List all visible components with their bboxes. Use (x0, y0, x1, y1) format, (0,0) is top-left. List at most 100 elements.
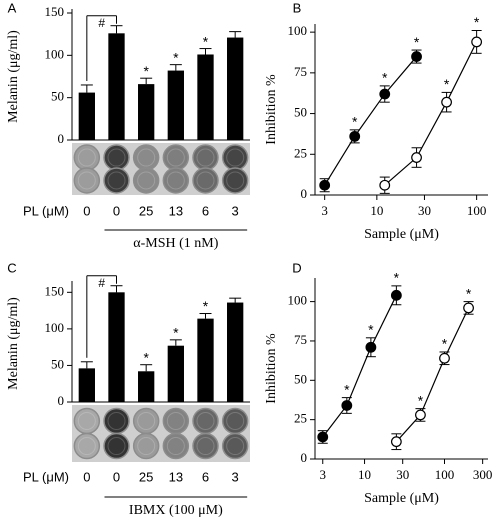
plate-well (221, 432, 249, 460)
significance-marker: * (466, 285, 472, 301)
significance-marker: * (474, 14, 480, 30)
significance-marker: * (442, 336, 448, 352)
plate-well-rim (226, 437, 245, 456)
plate-well-rim (166, 411, 185, 430)
data-point-open (411, 152, 422, 163)
significance-marker: * (173, 325, 179, 341)
x-tick-label: 3 (321, 203, 328, 218)
dose-row-label: PL (μM) (23, 203, 69, 218)
data-point-filled (349, 130, 361, 142)
dose-label: 13 (169, 203, 183, 218)
x-axis-label: Sample (μM) (364, 491, 439, 506)
data-point-filled (341, 400, 353, 411)
x-axis-label: Sample (μM) (364, 227, 439, 242)
dose-label: 0 (83, 469, 90, 484)
data-point-open (415, 409, 426, 421)
bracket-label: # (98, 16, 105, 30)
plate-well-rim (77, 411, 96, 430)
series-line (384, 41, 478, 186)
series-line (395, 307, 470, 443)
y-tick-label: 0 (301, 450, 308, 465)
dose-label: 13 (169, 469, 183, 484)
series-line (324, 56, 418, 186)
dose-label: 25 (139, 203, 153, 218)
dose-label: 6 (202, 469, 209, 484)
bar (78, 368, 95, 402)
dose-label: 6 (202, 203, 209, 218)
bar (167, 345, 184, 402)
x-tick-label: 10 (358, 467, 371, 482)
y-tick-label: 75 (294, 64, 307, 79)
plate-image (72, 405, 250, 462)
data-point-filled (379, 88, 391, 100)
significance-marker: * (418, 392, 424, 408)
plate-well-rim (226, 148, 245, 167)
plate-well (103, 432, 130, 460)
plate-well-rim (226, 171, 245, 190)
plate-well-rim (196, 171, 215, 190)
data-point-filled (365, 341, 377, 353)
x-tick-label: 100 (467, 203, 487, 218)
y-tick-label: 50 (51, 356, 64, 371)
y-tick-label: 100 (45, 320, 65, 335)
data-point-open (379, 179, 391, 191)
y-tick-label: 50 (294, 371, 307, 386)
significance-marker: * (382, 70, 388, 86)
dose-label: 3 (232, 203, 239, 218)
plate-well-rim (226, 411, 245, 430)
x-tick-label: 100 (435, 467, 455, 482)
y-tick-label: 75 (294, 332, 307, 347)
bar (227, 37, 244, 141)
plate-well (103, 167, 130, 194)
dose-label: 0 (113, 469, 120, 484)
bar (197, 318, 214, 402)
y-tick-label: 150 (45, 283, 65, 298)
y-tick-label: 50 (294, 105, 307, 120)
plate-well (162, 432, 190, 460)
bar (78, 92, 95, 140)
plate-well-rim (166, 437, 185, 456)
y-axis-label: Inhibition % (264, 333, 279, 404)
significance-marker: * (143, 63, 149, 79)
significance-marker: * (352, 114, 358, 130)
panel-letter: D (292, 260, 301, 275)
data-point-open (471, 36, 483, 48)
plate-well-rim (137, 171, 156, 190)
significance-marker: * (203, 33, 209, 49)
y-tick-label: 100 (288, 23, 308, 38)
bar (108, 33, 125, 140)
y-tick-label: 100 (288, 293, 308, 308)
plate-well-rim (196, 411, 215, 430)
bar (108, 292, 125, 402)
data-point-filled (390, 289, 402, 301)
plate-well-rim (77, 148, 96, 167)
data-point-open (441, 96, 452, 108)
y-tick-label: 100 (45, 46, 65, 61)
plate-well (221, 167, 249, 194)
dose-label: 0 (83, 203, 90, 218)
plate-well (162, 167, 190, 194)
significance-marker: * (173, 49, 179, 65)
significance-marker: * (344, 381, 350, 397)
data-point-filled (411, 51, 422, 62)
plate-well-rim (107, 148, 126, 167)
data-point-open (439, 352, 450, 364)
panel-letter: B (293, 0, 302, 15)
y-tick-label: 25 (294, 411, 307, 426)
plate-well (132, 432, 160, 460)
significance-marker: * (414, 34, 420, 50)
x-tick-label: 10 (370, 203, 383, 218)
plate-well-rim (107, 411, 126, 430)
plate-image (72, 143, 250, 195)
plate-well-rim (166, 148, 185, 167)
significance-marker: * (143, 349, 149, 365)
y-tick-label: 0 (301, 186, 308, 201)
significance-marker: * (368, 322, 374, 338)
y-tick-label: 50 (51, 89, 64, 104)
x-tick-label: 30 (418, 203, 431, 218)
data-point-open (390, 436, 402, 448)
x-tick-label: 30 (396, 467, 409, 482)
data-point-filled (317, 431, 329, 443)
plate-well-rim (196, 148, 215, 167)
